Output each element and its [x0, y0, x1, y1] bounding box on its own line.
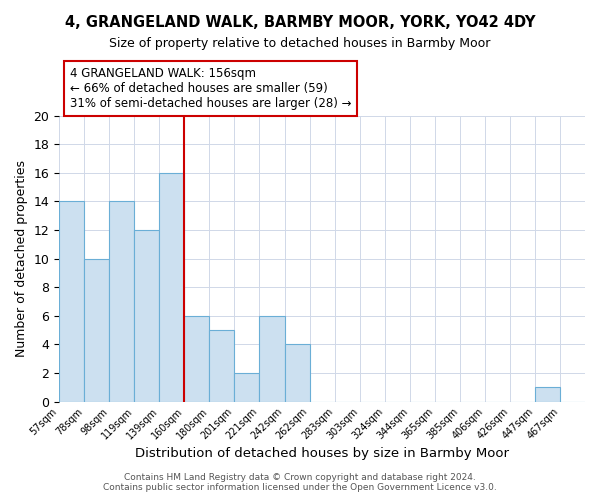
Y-axis label: Number of detached properties: Number of detached properties: [15, 160, 28, 357]
Bar: [235, 373, 259, 402]
Bar: [284, 344, 310, 402]
Bar: [59, 202, 84, 402]
Bar: [259, 316, 284, 402]
Bar: [160, 173, 184, 402]
Text: Contains HM Land Registry data © Crown copyright and database right 2024.
Contai: Contains HM Land Registry data © Crown c…: [103, 473, 497, 492]
Bar: [109, 202, 134, 402]
Bar: [184, 316, 209, 402]
Text: 4 GRANGELAND WALK: 156sqm
← 66% of detached houses are smaller (59)
31% of semi-: 4 GRANGELAND WALK: 156sqm ← 66% of detac…: [70, 67, 351, 110]
Bar: [535, 388, 560, 402]
Bar: [84, 258, 109, 402]
Bar: [209, 330, 235, 402]
Text: 4, GRANGELAND WALK, BARMBY MOOR, YORK, YO42 4DY: 4, GRANGELAND WALK, BARMBY MOOR, YORK, Y…: [65, 15, 535, 30]
Bar: [134, 230, 160, 402]
X-axis label: Distribution of detached houses by size in Barmby Moor: Distribution of detached houses by size …: [135, 447, 509, 460]
Text: Size of property relative to detached houses in Barmby Moor: Size of property relative to detached ho…: [109, 38, 491, 51]
